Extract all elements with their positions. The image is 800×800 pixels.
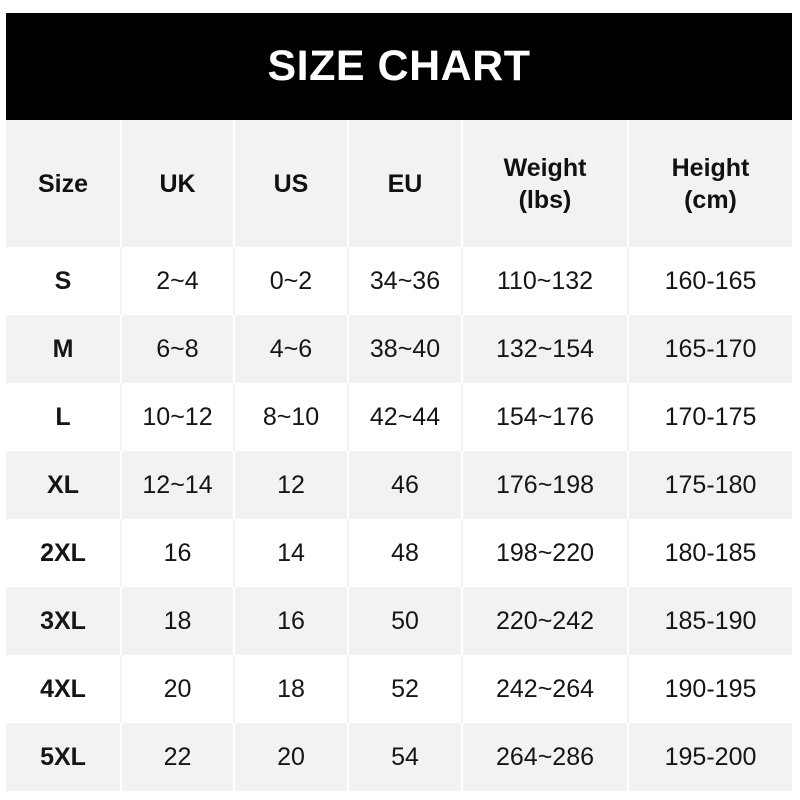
cell-uk: 20 <box>121 655 235 723</box>
cell-uk: 10~12 <box>121 383 235 451</box>
cell-size: M <box>6 315 122 383</box>
table-body: S 2~4 0~2 34~36 110~132 160-165 M 6~8 4~6 38~40 13… <box>6 247 792 791</box>
table-row: 5XL 22 20 54 264~286 195-200 <box>6 723 792 791</box>
column-header-weight-unit: (lbs) <box>518 185 572 214</box>
column-header-height-unit: (cm) <box>684 185 737 214</box>
column-header-size: Size <box>6 120 122 247</box>
cell-height: 175-180 <box>664 470 757 499</box>
column-header-us-label: US <box>273 169 309 198</box>
cell-size: 4XL <box>6 655 122 723</box>
cell-height: 195-200 <box>664 742 757 771</box>
cell-us: 18 <box>234 655 349 723</box>
cell-height: 185-190 <box>664 606 757 635</box>
cell-weight: 198~220 <box>462 519 629 587</box>
cell-us: 12 <box>234 451 349 519</box>
column-header-height-label: Height <box>671 153 750 182</box>
cell-uk: 22 <box>121 723 235 791</box>
cell-height: 165-170 <box>664 334 757 363</box>
size-chart-table: Size UK US EU Weight (lbs) Height (cm) <box>6 120 792 791</box>
table-row: XL 12~14 12 46 176~198 175-180 <box>6 451 792 519</box>
cell-uk: 18 <box>121 587 235 655</box>
cell-size: 3XL <box>6 587 122 655</box>
size-chart: SIZE CHART Size UK US EU <box>6 13 792 791</box>
cell-eu: 38~40 <box>348 315 463 383</box>
table-row: L 10~12 8~10 42~44 154~176 170-175 <box>6 383 792 451</box>
cell-eu: 46 <box>348 451 463 519</box>
cell-eu: 54 <box>348 723 463 791</box>
column-header-eu: EU <box>348 120 463 247</box>
cell-uk: 12~14 <box>121 451 235 519</box>
cell-uk: 2~4 <box>121 247 235 315</box>
column-header-size-label: Size <box>37 169 89 198</box>
cell-uk: 16 <box>121 519 235 587</box>
cell-height: 160-165 <box>664 266 757 295</box>
cell-weight: 242~264 <box>462 655 629 723</box>
cell-uk: 6~8 <box>121 315 235 383</box>
table-row: S 2~4 0~2 34~36 110~132 160-165 <box>6 247 792 315</box>
cell-weight: 110~132 <box>462 247 629 315</box>
column-header-weight: Weight (lbs) <box>462 120 629 247</box>
cell-us: 16 <box>234 587 349 655</box>
cell-size: 2XL <box>6 519 122 587</box>
column-header-eu-label: EU <box>387 169 423 198</box>
table-row: 2XL 16 14 48 198~220 180-185 <box>6 519 792 587</box>
table-row: M 6~8 4~6 38~40 132~154 165-170 <box>6 315 792 383</box>
cell-eu: 50 <box>348 587 463 655</box>
column-header-us: US <box>234 120 349 247</box>
column-header-height: Height (cm) <box>628 120 792 247</box>
cell-eu: 48 <box>348 519 463 587</box>
header-row: Size UK US EU Weight (lbs) Height (cm) <box>6 120 792 247</box>
cell-us: 4~6 <box>234 315 349 383</box>
cell-us: 8~10 <box>234 383 349 451</box>
cell-size: S <box>6 247 122 315</box>
table-header: Size UK US EU Weight (lbs) Height (cm) <box>6 120 792 247</box>
table-row: 4XL 20 18 52 242~264 190-195 <box>6 655 792 723</box>
page-title: SIZE CHART <box>267 42 531 90</box>
cell-eu: 34~36 <box>348 247 463 315</box>
cell-height: 190-195 <box>664 674 757 703</box>
table-row: 3XL 18 16 50 220~242 185-190 <box>6 587 792 655</box>
title-band: SIZE CHART <box>6 13 792 120</box>
cell-height: 180-185 <box>664 538 757 567</box>
column-header-uk-label: UK <box>159 169 196 198</box>
cell-weight: 154~176 <box>462 383 629 451</box>
cell-eu: 52 <box>348 655 463 723</box>
cell-size: XL <box>6 451 122 519</box>
cell-weight: 132~154 <box>462 315 629 383</box>
cell-size: 5XL <box>6 723 122 791</box>
column-header-uk: UK <box>121 120 235 247</box>
column-header-weight-label: Weight <box>503 153 587 182</box>
cell-us: 0~2 <box>234 247 349 315</box>
cell-weight: 176~198 <box>462 451 629 519</box>
cell-weight: 264~286 <box>462 723 629 791</box>
cell-weight: 220~242 <box>462 587 629 655</box>
cell-size: L <box>6 383 122 451</box>
cell-us: 14 <box>234 519 349 587</box>
cell-us: 20 <box>234 723 349 791</box>
cell-eu: 42~44 <box>348 383 463 451</box>
cell-height: 170-175 <box>664 402 757 431</box>
